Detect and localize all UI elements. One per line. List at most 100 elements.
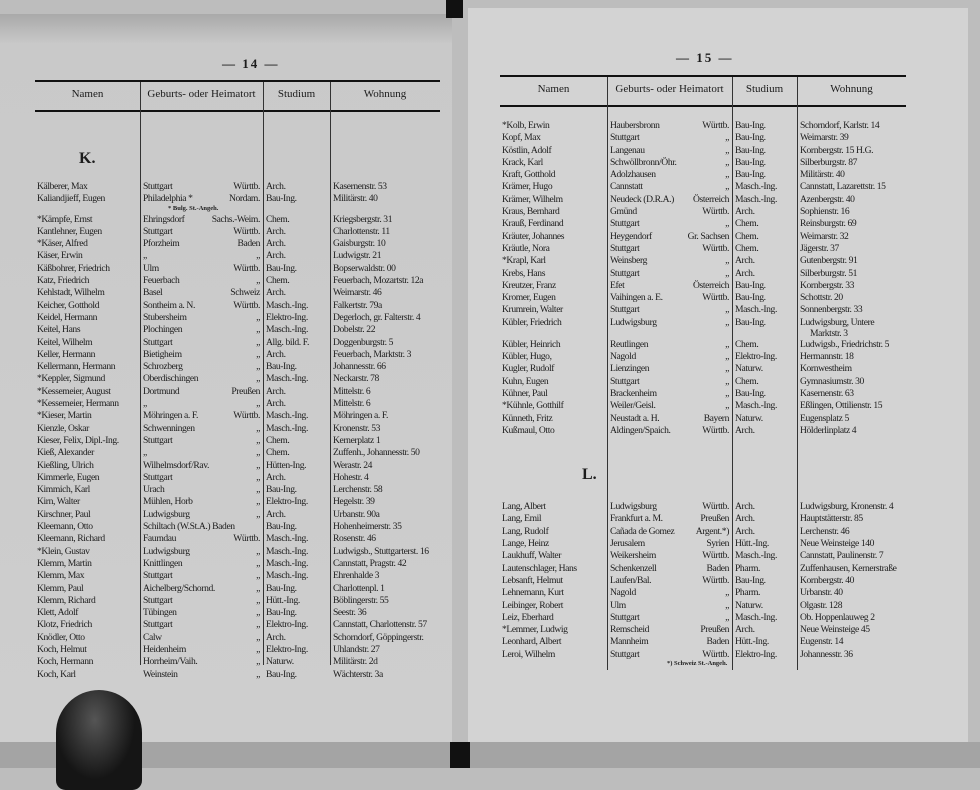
field-of-study: Elektro-Ing. (735, 351, 777, 363)
address: Gymnasiumstr. 30 (800, 375, 864, 387)
column-divider (140, 82, 141, 665)
column-divider (797, 77, 798, 670)
address: Kornbergstr. 40 (800, 574, 855, 586)
field-of-study: Bau-Ing. (735, 120, 766, 131)
region: Württb. (702, 501, 729, 513)
person-name: *Kühnle, Gotthilf (502, 400, 564, 412)
address: Neckarstr. 78 (333, 373, 379, 385)
birthplace: Neustadt a. H. (610, 412, 660, 424)
region: Württb. (233, 533, 260, 545)
region: „ (256, 447, 260, 459)
birthplace: Ulm (610, 599, 626, 611)
region: „ (256, 607, 260, 619)
birthplace: Pforzheim (143, 238, 180, 250)
field-of-study: Arch. (266, 287, 286, 299)
birthplace: Reutlingen (610, 338, 649, 350)
address: Lerchenstr. 46 (800, 525, 850, 537)
header-bottom-rule (500, 105, 906, 107)
birthplace: Neudeck (D.R.A.) (610, 193, 674, 205)
person-name: Leonhard, Albert (502, 636, 562, 648)
table-row: Leibinger, Robert Ulm „ Naturw. Olgastr. 128 (500, 600, 906, 612)
field-of-study: Masch.-Ing. (266, 299, 308, 311)
section-letter: K. (79, 150, 96, 167)
region: Preußen (700, 624, 729, 636)
person-name: Klemm, Martin (37, 557, 92, 569)
table-row: Lange, Heinz Jerusalem Syrien Hütt.-Ing. Neu… (500, 538, 906, 550)
table-row: *Keppler, Sigmund Oberdischingen „ Masch.-I… (35, 373, 440, 385)
table-row: Kaliandjieff, Eugen Philadelphia * Nordam.… (35, 193, 440, 205)
person-name: Kirschner, Paul (37, 508, 91, 520)
region: „ (725, 156, 729, 168)
table-row: Kälberer, Max Stuttgart Württb. Arch. Kasern… (35, 181, 440, 193)
person-name: Lehnemann, Kurt (502, 587, 564, 599)
field-of-study: Arch. (735, 501, 755, 513)
region: „ (256, 643, 260, 655)
person-name: Kugler, Rudolf (502, 363, 555, 375)
field-of-study: Bau-Ing. (735, 279, 766, 291)
region: „ (256, 459, 260, 471)
person-name: Kraus, Bernhard (502, 206, 560, 218)
region: „ (725, 375, 729, 387)
field-of-study: Arch. (266, 225, 286, 237)
table-row: *Klein, Gustav Ludwigsburg „ Masch.-Ing. Lud… (35, 546, 440, 558)
region: „ (725, 587, 729, 599)
table-row: Kromer, Eugen Vaihingen a. E. Württb. Bau-I… (500, 292, 906, 304)
address: Hohestr. 4 (333, 471, 369, 483)
birthplace: Weikersheim (610, 550, 656, 562)
column-header-place: Geburts- oder Heimatort (147, 88, 256, 100)
table-row: *Krapl, Karl Weinsberg „ Arch. Gutenbergstr.… (500, 255, 906, 267)
person-name: Keitel, Hans (37, 324, 81, 336)
table-row: Leroi, Wilhelm Stuttgart Württb. Elektro-In… (500, 649, 906, 661)
section-letter: L. (582, 466, 597, 484)
address: Schottstr. 20 (800, 292, 843, 304)
address: Hohenheimerstr. 35 (333, 521, 402, 533)
table-row: Kantlehner, Eugen Stuttgart Württb. Arch. Ch… (35, 226, 440, 238)
region: „ (725, 351, 729, 363)
address: Eugensplatz 5 (800, 412, 849, 424)
field-of-study: Elektro-Ing. (266, 311, 308, 323)
birthplace: Laufen/Bal. (610, 574, 652, 586)
region: „ (256, 545, 260, 557)
field-of-study: Hütt.-Ing. (735, 636, 769, 648)
region: „ (725, 338, 729, 350)
field-of-study: Chem. (266, 213, 290, 225)
person-name: Kimmerle, Eugen (37, 471, 100, 483)
field-of-study: Chem. (735, 338, 759, 350)
person-name: Koch, Helmut (37, 643, 87, 655)
address: Cannstatt, Pragstr. 42 (333, 557, 407, 569)
birthplace: Knittlingen (143, 557, 183, 569)
table-row: Kirn, Walter Mühlen, Horb „ Elektro-Ing. Heg… (35, 496, 440, 508)
person-name: *Kolb, Erwin (502, 120, 550, 131)
person-name: Laukhuff, Walter (502, 550, 562, 562)
region: Württb. (233, 410, 260, 422)
table-row: Lautenschlager, Hans Schenkenzell Baden Pha… (500, 563, 906, 575)
address: Böblingerstr. 55 (333, 594, 389, 606)
table-row: Kübler, Heinrich Reutlingen „ Chem. Ludwigsb… (500, 339, 906, 351)
person-name: Kirn, Walter (37, 496, 80, 508)
region: „ (256, 582, 260, 594)
address: Cannstatt, Lazarettstr. 15 (800, 181, 886, 193)
address: Urbanstr. 90a (333, 508, 380, 520)
footnote: *) Schweiz St.-Angeh. (667, 659, 728, 667)
birthplace: Schwenningen (143, 422, 195, 434)
table-row: Kieser, Felix, Dipl.-Ing. Stuttgart „ Chem.… (35, 435, 440, 447)
field-of-study: Elektro-Ing. (266, 643, 308, 655)
birthplace: Ludwigsburg (610, 501, 657, 513)
person-name: Krumrein, Walter (502, 304, 563, 316)
region: „ (725, 181, 729, 193)
person-name: Kaliandjieff, Eugen (37, 193, 105, 205)
address: Schorndorf, Karlstr. 14 (800, 120, 880, 131)
person-name: Krack, Karl (502, 156, 543, 168)
birthplace: Oberdischingen (143, 373, 199, 385)
header-bottom-rule (35, 110, 440, 112)
field-of-study: Chem. (735, 218, 759, 230)
address: Hegelstr. 39 (333, 496, 375, 508)
address: Silberburgstr. 51 (800, 267, 857, 279)
region: Baden (706, 562, 729, 574)
field-of-study: Bau-Ing. (735, 316, 766, 328)
binding-clip-top (446, 0, 463, 18)
birthplace: Stuttgart (143, 570, 173, 582)
address: Jägerstr. 37 (800, 242, 839, 254)
person-name: Lang, Albert (502, 501, 546, 513)
birthplace: Feuerbach (143, 275, 180, 287)
